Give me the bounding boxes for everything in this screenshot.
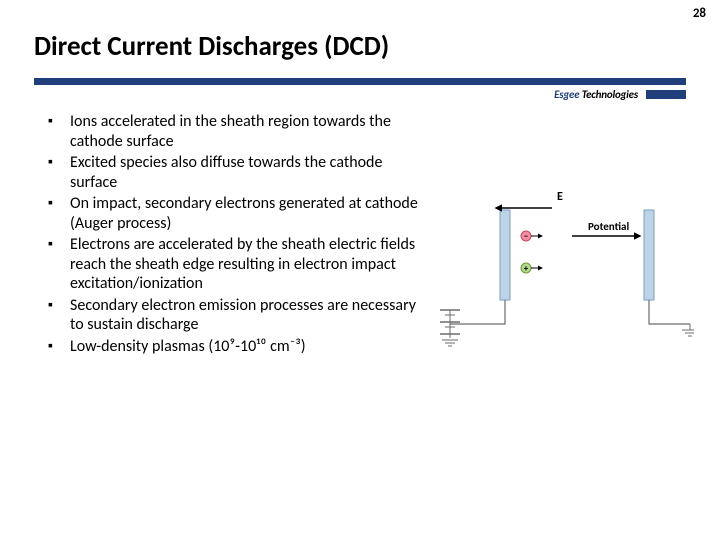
list-item: Secondary electron emission processes ar… xyxy=(44,296,424,335)
bullet-list-container: Ions accelerated in the sheath region to… xyxy=(44,112,424,358)
diagram-svg: E Potential − + xyxy=(432,180,694,360)
discharge-diagram: E Potential − + xyxy=(432,180,694,360)
brand-logo-part2: Technologies xyxy=(582,88,638,101)
list-item: Electrons are accelerated by the sheath … xyxy=(44,235,424,294)
list-item: Low-density plasmas (10⁹-10¹⁰ cm⁻³) xyxy=(44,337,424,357)
svg-text:E: E xyxy=(557,190,563,204)
bullet-list: Ions accelerated in the sheath region to… xyxy=(44,112,424,356)
page-title: Direct Current Discharges (DCD) xyxy=(34,30,389,63)
brand-logo: Esgee Technologies xyxy=(554,88,638,101)
list-item: On impact, secondary electrons generated… xyxy=(44,194,424,233)
brand-logo-part1: Esgee xyxy=(554,88,582,101)
list-item: Excited species also diffuse towards the… xyxy=(44,153,424,192)
svg-text:Potential: Potential xyxy=(588,220,629,233)
list-item: Ions accelerated in the sheath region to… xyxy=(44,112,424,151)
page-number: 28 xyxy=(693,6,706,21)
svg-text:+: + xyxy=(524,263,529,274)
title-rule: Esgee Technologies xyxy=(34,78,686,103)
svg-text:−: − xyxy=(524,231,528,242)
